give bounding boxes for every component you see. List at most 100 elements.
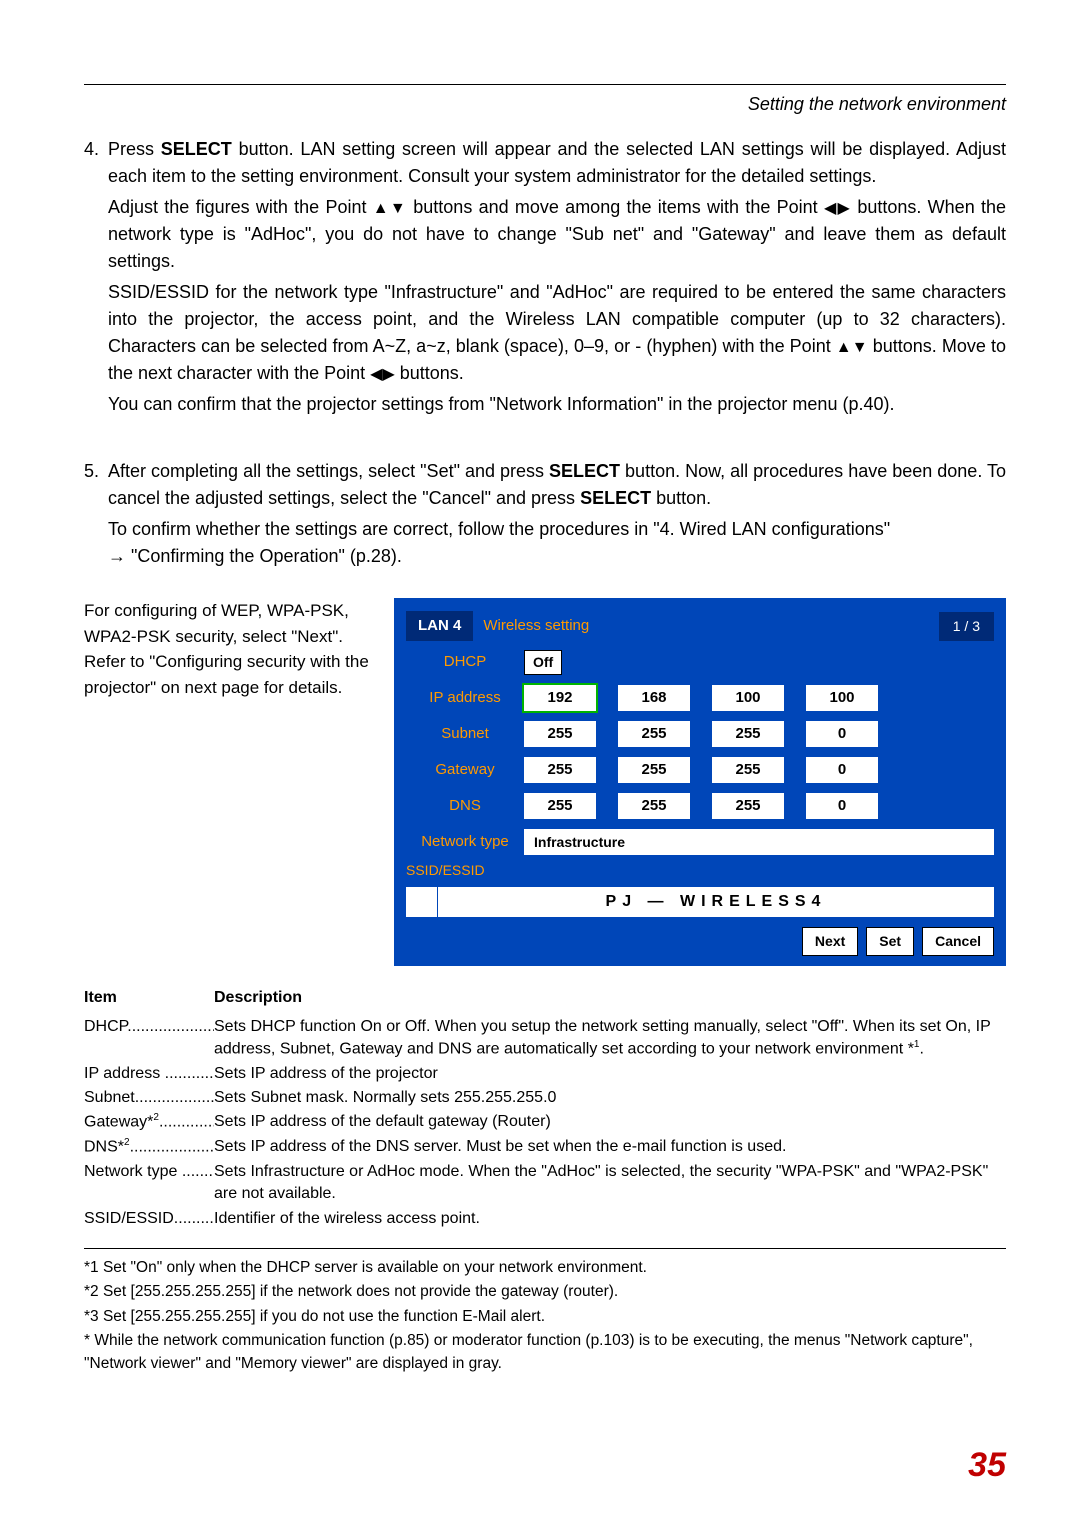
sub-1[interactable]: 255 <box>618 721 690 747</box>
value-dhcp[interactable]: Off <box>524 650 562 675</box>
row-dns: DNS 255 255 255 0 <box>406 788 994 824</box>
dns-3[interactable]: 0 <box>806 793 878 819</box>
dns-1[interactable]: 255 <box>618 793 690 819</box>
dns-2[interactable]: 255 <box>712 793 784 819</box>
updown-icon: ▲▼ <box>373 200 407 217</box>
term-ip: IP address .................. <box>84 1063 214 1085</box>
ip-0[interactable]: 192 <box>524 685 596 711</box>
def-dns: Sets IP address of the DNS server. Must … <box>214 1136 1006 1159</box>
row-dhcp: DHCP Off <box>406 644 994 680</box>
term-nettype: Network type .......... <box>84 1161 214 1206</box>
config-note: For configuring of WEP, WPA-PSK, WPA2-PS… <box>84 598 394 700</box>
panel-title: LAN 4 <box>406 611 473 642</box>
desc-dns: DNS*2........................... Sets IP… <box>84 1136 1006 1159</box>
label-ssid: SSID/ESSID <box>406 862 485 878</box>
footnote-3: *3 Set [255.255.255.255] if you do not u… <box>84 1306 1006 1328</box>
footnote-1: *1 Set "On" only when the DHCP server is… <box>84 1257 1006 1279</box>
desc-nettype: Network type .......... Sets Infrastruct… <box>84 1161 1006 1206</box>
footnote-4: * While the network communication functi… <box>84 1330 1006 1375</box>
row-nettype: Network type Infrastructure <box>406 824 994 860</box>
updown-icon-2: ▲▼ <box>836 339 868 356</box>
value-nettype[interactable]: Infrastructure <box>524 829 994 855</box>
step-4: 4. Press SELECT button. LAN setting scre… <box>84 136 1006 422</box>
sub-2[interactable]: 255 <box>712 721 784 747</box>
def-subnet: Sets Subnet mask. Normally sets 255.255.… <box>214 1087 1006 1109</box>
step5-p1e: button. <box>651 488 711 508</box>
term-dns: DNS*2........................... <box>84 1136 214 1159</box>
set-button[interactable]: Set <box>866 927 914 956</box>
term-dhcp: DHCP........................... <box>84 1016 214 1061</box>
desc-header: Item Description <box>84 986 1006 1010</box>
config-row: For configuring of WEP, WPA-PSK, WPA2-PS… <box>84 598 1006 966</box>
gw-0[interactable]: 255 <box>524 757 596 783</box>
step4-p1a: Press <box>108 139 161 159</box>
term-ssid: SSID/ESSID................... <box>84 1208 214 1230</box>
def-gateway: Sets IP address of the default gateway (… <box>214 1111 1006 1134</box>
desc-dhcp: DHCP........................... Sets DHC… <box>84 1016 1006 1061</box>
panel-title-row: LAN 4 Wireless setting 1 / 3 <box>406 608 994 644</box>
dns-0[interactable]: 255 <box>524 793 596 819</box>
desc-ip: IP address .................. Sets IP ad… <box>84 1063 1006 1085</box>
select-bold-2: SELECT <box>549 461 620 481</box>
ssid-grid[interactable]: PJ — WIRELESS4 <box>406 887 994 917</box>
row-subnet: Subnet 255 255 255 0 <box>406 716 994 752</box>
desc-gateway: Gateway*2.................. Sets IP addr… <box>84 1111 1006 1134</box>
desc-h1: Item <box>84 986 214 1010</box>
panel-page: 1 / 3 <box>939 612 994 641</box>
term-subnet: Subnet........................ <box>84 1087 214 1109</box>
leftright-icon-2: ◀▶ <box>370 366 395 383</box>
step4-p1c: button. LAN setting screen will appear a… <box>108 139 1006 186</box>
gw-1[interactable]: 255 <box>618 757 690 783</box>
select-bold-1: SELECT <box>161 139 232 159</box>
label-subnet: Subnet <box>406 723 524 746</box>
def-dhcp: Sets DHCP function On or Off. When you s… <box>214 1016 1006 1061</box>
leftright-icon: ◀▶ <box>824 200 851 217</box>
row-gateway: Gateway 255 255 255 0 <box>406 752 994 788</box>
step5-p2a: To confirm whether the settings are corr… <box>108 519 890 539</box>
ssid-value[interactable]: PJ — WIRELESS4 <box>438 887 994 917</box>
step4-p2a: Adjust the figures with the Point <box>108 197 373 217</box>
cancel-button[interactable]: Cancel <box>922 927 994 956</box>
step5-p2b: "Confirming the Operation" (p.28). <box>126 546 402 566</box>
lan-panel: LAN 4 Wireless setting 1 / 3 DHCP Off IP… <box>394 598 1006 966</box>
step4-p2b: buttons and move among the items with th… <box>407 197 824 217</box>
select-bold-3: SELECT <box>580 488 651 508</box>
sub-3[interactable]: 0 <box>806 721 878 747</box>
step4-p3c: buttons. <box>395 363 464 383</box>
label-gateway: Gateway <box>406 759 524 782</box>
step4-p1: Press SELECT button. LAN setting screen … <box>108 136 1006 190</box>
def-nettype: Sets Infrastructure or AdHoc mode. When … <box>214 1161 1006 1206</box>
ip-1[interactable]: 168 <box>618 685 690 711</box>
ip-3[interactable]: 100 <box>806 685 878 711</box>
footnote-2: *2 Set [255.255.255.255] if the network … <box>84 1281 1006 1303</box>
gw-2[interactable]: 255 <box>712 757 784 783</box>
term-gateway: Gateway*2.................. <box>84 1111 214 1134</box>
def-ip: Sets IP address of the projector <box>214 1063 1006 1085</box>
label-nettype: Network type <box>406 831 524 854</box>
step-5: 5. After completing all the settings, se… <box>84 458 1006 574</box>
step4-p2: Adjust the figures with the Point ▲▼ but… <box>108 194 1006 275</box>
step4-p4: You can confirm that the projector setti… <box>108 391 1006 418</box>
label-dhcp: DHCP <box>406 651 524 674</box>
page-number: 35 <box>968 1440 1006 1491</box>
ssid-cell-blank[interactable] <box>406 887 438 917</box>
row-ssid-label: SSID/ESSID <box>406 860 994 883</box>
step5-p1a: After completing all the settings, selec… <box>108 461 549 481</box>
step4-p3: SSID/ESSID for the network type "Infrast… <box>108 279 1006 387</box>
panel-buttons: Next Set Cancel <box>406 927 994 956</box>
gw-3[interactable]: 0 <box>806 757 878 783</box>
arrow-icon: → <box>108 546 126 566</box>
next-button[interactable]: Next <box>802 927 858 956</box>
desc-h2: Description <box>214 986 302 1010</box>
ip-2[interactable]: 100 <box>712 685 784 711</box>
header-rule <box>84 84 1006 85</box>
label-dns: DNS <box>406 795 524 818</box>
step4-number: 4. <box>84 136 108 422</box>
step5-p1: After completing all the settings, selec… <box>108 458 1006 512</box>
desc-ssid: SSID/ESSID................... Identifier… <box>84 1208 1006 1230</box>
footnote-rule <box>84 1248 1006 1249</box>
sub-0[interactable]: 255 <box>524 721 596 747</box>
step5-p2: To confirm whether the settings are corr… <box>108 516 1006 570</box>
desc-subnet: Subnet........................ Sets Subn… <box>84 1087 1006 1109</box>
def-ssid: Identifier of the wireless access point. <box>214 1208 1006 1230</box>
